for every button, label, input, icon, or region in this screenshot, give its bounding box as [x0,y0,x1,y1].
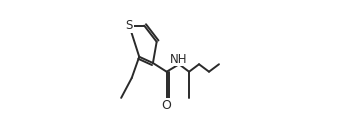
Text: S: S [126,19,133,32]
Text: NH: NH [170,53,187,66]
Text: O: O [162,99,172,112]
